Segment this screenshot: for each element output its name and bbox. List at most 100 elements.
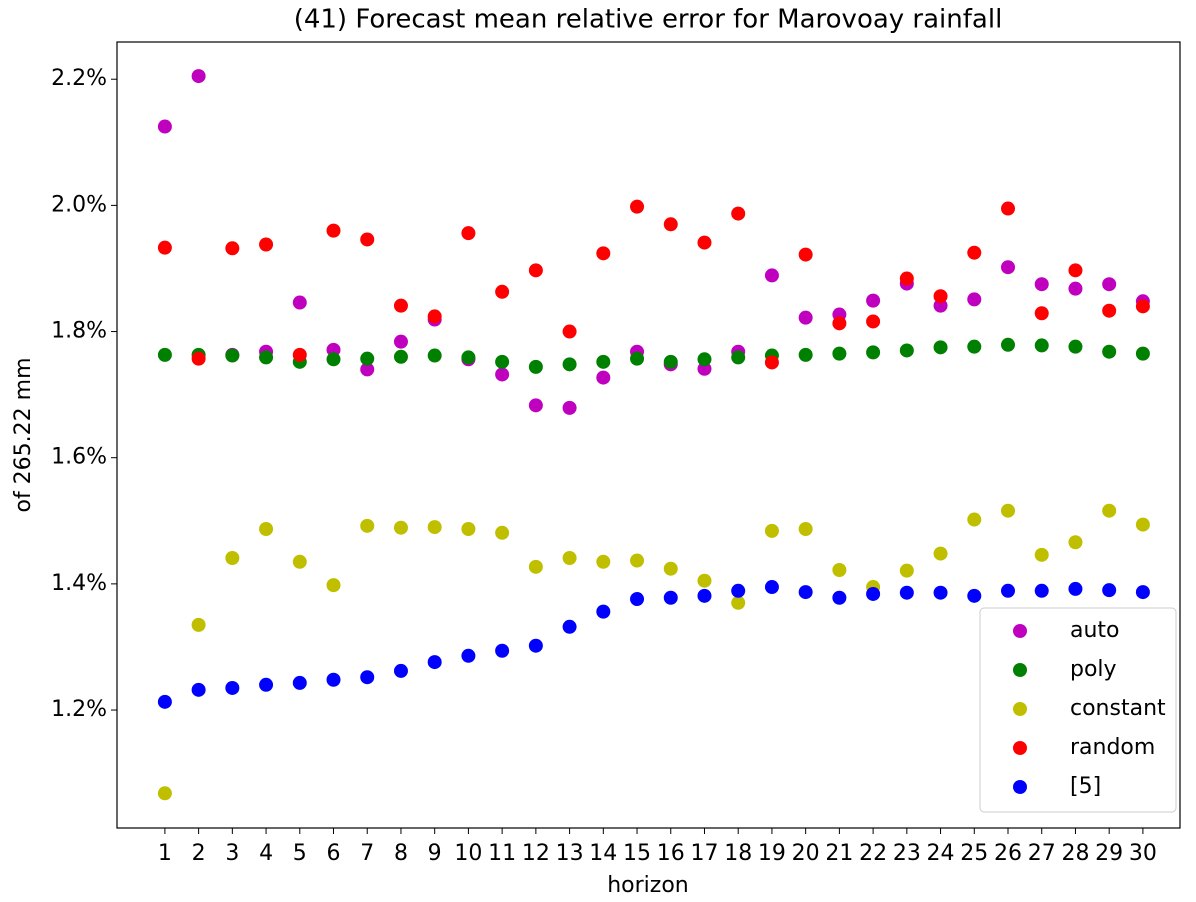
point	[562, 357, 577, 372]
point	[630, 199, 645, 214]
point	[630, 351, 645, 366]
x-tick-label: 21	[825, 841, 853, 866]
x-tick-label: 11	[488, 841, 516, 866]
point	[1068, 339, 1083, 354]
point	[731, 595, 746, 610]
point	[225, 680, 240, 695]
point	[292, 295, 307, 310]
point	[832, 562, 847, 577]
point	[663, 561, 678, 576]
point	[191, 617, 206, 632]
point	[899, 563, 914, 578]
point	[259, 350, 274, 365]
point	[1102, 503, 1117, 518]
point	[562, 400, 577, 415]
point	[259, 521, 274, 536]
legend-marker	[1013, 741, 1027, 755]
point	[832, 316, 847, 331]
point	[157, 786, 172, 801]
point	[596, 604, 611, 619]
point	[764, 523, 779, 538]
point	[1102, 303, 1117, 318]
point	[596, 246, 611, 261]
legend-box	[979, 607, 1177, 813]
point	[326, 223, 341, 238]
point	[596, 370, 611, 385]
point	[191, 682, 206, 697]
point	[461, 226, 476, 241]
y-axis-label: of 265.22 mm	[11, 357, 36, 512]
point	[967, 292, 982, 307]
point	[731, 583, 746, 598]
point	[866, 345, 881, 360]
point	[832, 346, 847, 361]
point	[731, 350, 746, 365]
point	[157, 240, 172, 255]
point	[326, 578, 341, 593]
point	[259, 677, 274, 692]
point	[1135, 585, 1150, 600]
x-tick-label: 25	[960, 841, 988, 866]
point	[596, 554, 611, 569]
point	[495, 284, 510, 299]
x-tick-label: 17	[690, 841, 718, 866]
point	[292, 347, 307, 362]
point	[764, 355, 779, 370]
legend-label: [5]	[1070, 774, 1101, 799]
point	[798, 347, 813, 362]
point	[360, 362, 375, 377]
x-tick-label: 20	[792, 841, 820, 866]
x-tick-label: 22	[859, 841, 887, 866]
point	[427, 309, 442, 324]
x-tick-label: 10	[454, 841, 482, 866]
point	[899, 343, 914, 358]
point	[1135, 517, 1150, 532]
point	[1034, 277, 1049, 292]
point	[967, 245, 982, 260]
point	[697, 588, 712, 603]
x-tick-label: 6	[327, 841, 341, 866]
point	[461, 648, 476, 663]
x-tick-label: 18	[724, 841, 752, 866]
point	[630, 592, 645, 607]
point	[326, 672, 341, 687]
x-tick-label: 13	[556, 841, 584, 866]
point	[528, 559, 543, 574]
x-tick-label: 28	[1061, 841, 1089, 866]
x-tick-label: 2	[192, 841, 206, 866]
point	[528, 398, 543, 413]
point	[1034, 547, 1049, 562]
point	[528, 638, 543, 653]
x-tick-label: 4	[259, 841, 273, 866]
x-tick-label: 5	[293, 841, 307, 866]
x-tick-label: 9	[428, 841, 442, 866]
x-tick-label: 16	[657, 841, 685, 866]
point	[1001, 260, 1016, 275]
point	[1102, 277, 1117, 292]
point	[427, 348, 442, 363]
legend-marker	[1013, 624, 1027, 638]
point	[225, 241, 240, 256]
point	[798, 310, 813, 325]
point	[832, 590, 847, 605]
point	[562, 551, 577, 566]
point	[798, 247, 813, 262]
point	[663, 354, 678, 369]
point	[259, 237, 274, 252]
point	[596, 354, 611, 369]
point	[528, 359, 543, 374]
x-tick-label: 19	[758, 841, 786, 866]
point	[1068, 535, 1083, 550]
point	[967, 339, 982, 354]
point	[1034, 338, 1049, 353]
point	[495, 525, 510, 540]
point	[393, 663, 408, 678]
legend-marker	[1013, 702, 1027, 716]
x-tick-label: 24	[927, 841, 955, 866]
point	[393, 349, 408, 364]
point	[461, 521, 476, 536]
point	[562, 324, 577, 339]
point	[798, 521, 813, 536]
point	[495, 643, 510, 658]
